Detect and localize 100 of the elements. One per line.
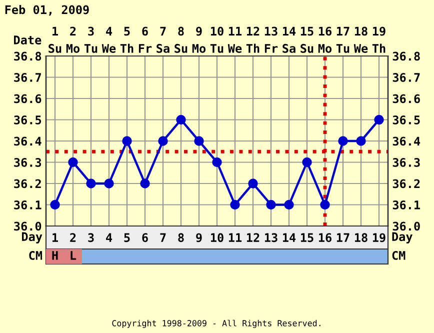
- x2-tick-label: 19: [372, 26, 386, 36]
- text: Tu: [336, 44, 350, 53]
- text: Su: [48, 44, 62, 53]
- x-axis-title: Day: [22, 232, 42, 244]
- y2-tick-label: 36.2: [392, 179, 420, 188]
- x-tick-label: 1: [52, 233, 58, 242]
- y2-tick-label: 36.4: [392, 136, 420, 146]
- text: Th: [246, 44, 260, 53]
- text: CM: [392, 250, 406, 260]
- x-tick-label: 12: [246, 233, 260, 242]
- point: [338, 136, 348, 146]
- text: Tu: [210, 44, 224, 53]
- point: [266, 200, 276, 210]
- x-tick-label: 9: [196, 233, 202, 242]
- point: [68, 157, 78, 168]
- y-tick-label: 36.8: [14, 52, 42, 61]
- x2-tick-label: 5: [124, 26, 130, 36]
- point: [320, 200, 330, 210]
- text: We: [228, 44, 242, 53]
- text: Mo: [192, 44, 206, 53]
- point: [212, 157, 222, 168]
- y-tick-label: 36.2: [14, 179, 41, 188]
- point: [284, 200, 294, 210]
- point: [302, 157, 312, 168]
- x-tick-label: 11: [228, 233, 242, 242]
- x2-tick-label: 8: [178, 26, 184, 36]
- text: L: [70, 251, 76, 260]
- x-tick-label: 19: [372, 233, 386, 242]
- x-tick-label: 17: [336, 233, 350, 242]
- text: Fr: [138, 44, 152, 53]
- text: Day: [392, 232, 412, 244]
- x-tick-label: 2: [70, 233, 76, 242]
- text: Fr: [264, 44, 278, 53]
- y-tick-label: 36.5: [14, 115, 42, 124]
- text: We: [102, 44, 116, 53]
- y2-tick-label: 36.0: [392, 222, 420, 231]
- text: Th: [372, 44, 386, 53]
- x2-tick-label: 17: [336, 26, 350, 36]
- y2-tick-label: 36.3: [392, 158, 420, 167]
- x-tick-label: 7: [160, 233, 166, 242]
- x2-tick-label: 2: [70, 26, 76, 36]
- x2-tick-label: 13: [264, 26, 278, 36]
- point: [104, 178, 114, 188]
- point: [140, 178, 150, 188]
- x-tick-label: 15: [300, 233, 314, 242]
- point: [356, 136, 366, 146]
- text: Mo: [318, 44, 332, 53]
- point: [248, 178, 258, 188]
- y-tick-label: 36.3: [14, 158, 42, 167]
- y-tick-label: 36.1: [14, 200, 42, 210]
- x2-tick-label: 4: [106, 26, 112, 36]
- text: CM: [29, 250, 42, 260]
- y2-tick-label: 36.6: [392, 94, 420, 104]
- text: Sa: [282, 44, 296, 53]
- y2-tick-label: 36.8: [392, 52, 420, 61]
- point: [374, 114, 384, 125]
- point: [194, 136, 204, 146]
- y-tick-label: 36.0: [14, 222, 42, 231]
- x2-tick-label: 15: [300, 26, 314, 36]
- point: [158, 136, 168, 146]
- x2-tick-label: 11: [228, 26, 242, 36]
- text: Mo: [66, 44, 80, 53]
- x2-tick-label: 12: [246, 26, 260, 36]
- x2-tick-label: 7: [160, 26, 166, 36]
- x2-tick-label: 10: [210, 26, 224, 36]
- x2-tick-label: 6: [142, 26, 148, 36]
- x2-tick-label: 16: [318, 26, 332, 36]
- text: Th: [120, 44, 134, 53]
- x2-tick-label: 18: [354, 26, 368, 36]
- y-tick-label: 36.4: [14, 136, 42, 146]
- chart-title: Feb 01, 2009: [5, 4, 89, 16]
- point: [230, 200, 240, 210]
- y2-tick-label: 36.1: [392, 200, 420, 210]
- x-tick-label: 3: [88, 233, 94, 242]
- y2-tick-label: 36.7: [392, 72, 420, 82]
- x-tick-label: 13: [264, 233, 278, 242]
- x-tick-label: 18: [354, 233, 368, 242]
- text: Su: [174, 44, 188, 53]
- text: H: [52, 251, 58, 260]
- y-tick-label: 36.6: [14, 94, 42, 104]
- y2-tick-label: 36.5: [392, 115, 420, 124]
- point: [50, 200, 60, 210]
- x-tick-label: 16: [318, 233, 332, 242]
- x2-tick-label: 3: [88, 26, 94, 36]
- y-tick-label: 36.7: [14, 72, 41, 82]
- x-tick-label: 10: [210, 233, 224, 242]
- point: [86, 178, 96, 188]
- text: Copyright 1998-2009 - All Rights Reserved.: [112, 320, 320, 328]
- text: We: [354, 44, 368, 53]
- x-tick-label: 4: [106, 233, 112, 242]
- text: Sa: [156, 44, 170, 53]
- text: Su: [300, 44, 314, 53]
- x-tick-label: 5: [124, 233, 130, 242]
- point: [122, 136, 132, 146]
- x-tick-label: 8: [178, 233, 184, 242]
- x2-tick-label: 9: [196, 26, 202, 36]
- x-tick-label: 14: [282, 233, 296, 242]
- x2-tick-label: 1: [52, 26, 58, 36]
- text: Tu: [84, 44, 98, 53]
- x-tick-label: 6: [142, 233, 148, 242]
